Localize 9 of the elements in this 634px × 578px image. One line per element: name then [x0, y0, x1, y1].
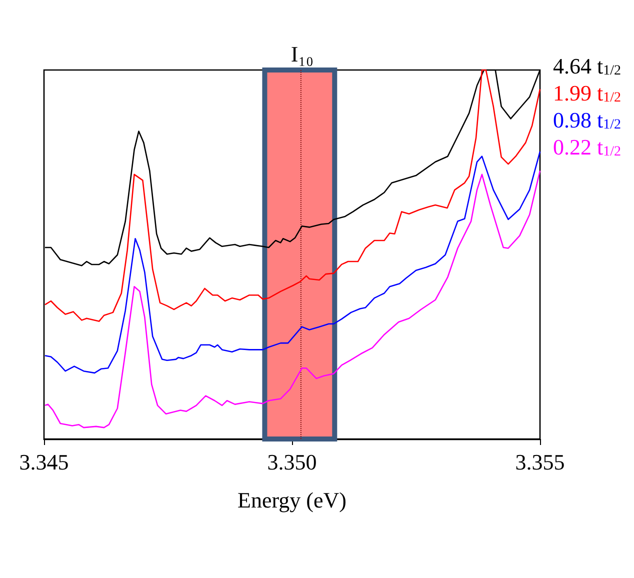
- series-label: 0.98 t1/2: [553, 108, 621, 132]
- ref-line-label: I₁₀: [290, 42, 314, 66]
- series-label: 4.64 t1/2: [553, 54, 621, 78]
- series-label: 0.22 t1/2: [553, 134, 621, 160]
- x-tick-label: 3.350: [267, 450, 317, 474]
- x-tick-label: 3.355: [515, 450, 565, 474]
- x-tick-label: 3.345: [19, 450, 69, 474]
- series-label: 1.99 t1/2: [553, 80, 621, 106]
- x-axis-title: Energy (eV): [238, 488, 346, 512]
